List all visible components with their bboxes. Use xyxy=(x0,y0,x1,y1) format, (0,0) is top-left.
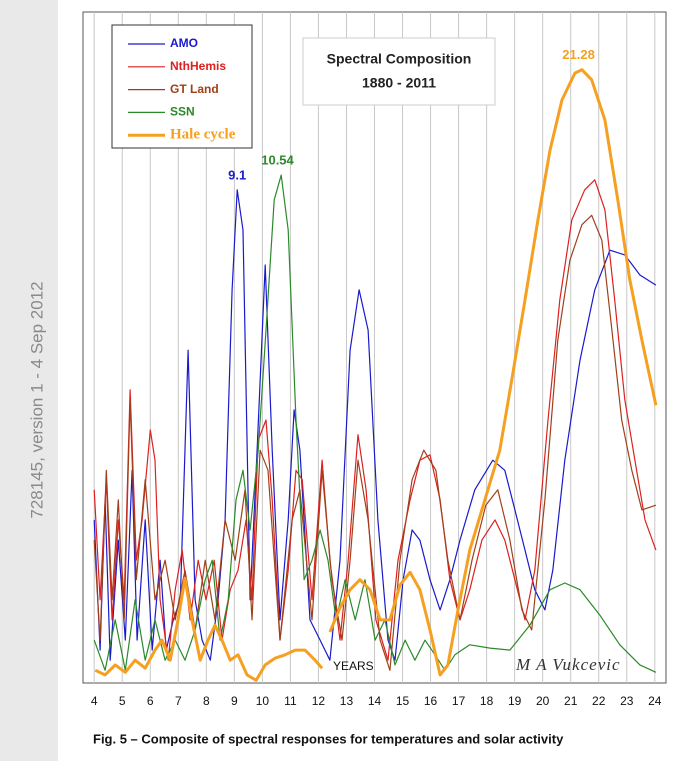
x-tick-label: 21 xyxy=(564,694,578,708)
x-tick-label: 17 xyxy=(452,694,466,708)
x-tick-label: 11 xyxy=(284,694,297,708)
x-tick-label: 24 xyxy=(648,694,662,708)
legend-label: NthHemis xyxy=(170,59,226,73)
x-tick-label: 20 xyxy=(536,694,550,708)
x-tick-label: 18 xyxy=(480,694,494,708)
x-tick-label: 12 xyxy=(312,694,326,708)
x-tick-label: 10 xyxy=(256,694,270,708)
x-tick-label: 6 xyxy=(147,694,154,708)
legend-label: GT Land xyxy=(170,82,219,96)
x-tick-label: 19 xyxy=(508,694,522,708)
legend-box xyxy=(111,24,253,149)
series-line xyxy=(94,576,324,682)
legend: AMO NthHemis GT Land SSN Hale cycle xyxy=(128,36,236,143)
series-line xyxy=(328,68,658,677)
x-tick-label: 15 xyxy=(396,694,410,708)
x-tick-label: 5 xyxy=(119,694,126,708)
chart-title: Spectral Composition xyxy=(327,51,472,67)
x-tick-label: 22 xyxy=(592,694,606,708)
series-line xyxy=(93,189,657,661)
side-note: 728145, version 1 - 4 Sep 2012 xyxy=(27,281,46,518)
side-strip xyxy=(0,0,58,761)
x-tick-label: 8 xyxy=(203,694,210,708)
x-tick-label: 14 xyxy=(368,694,382,708)
author-signature: M A Vukcevic xyxy=(515,655,621,674)
series-line xyxy=(93,174,657,673)
peak-label: 10.54 xyxy=(261,152,294,167)
legend-label: SSN xyxy=(170,105,195,119)
x-tick-label: 13 xyxy=(340,694,354,708)
peak-label: 9.1 xyxy=(228,167,246,182)
caption: Fig. 5 – Composite of spectral responses… xyxy=(93,731,564,746)
lines xyxy=(93,68,658,682)
peak-label: 21.28 xyxy=(562,47,595,62)
x-tick-label: 16 xyxy=(424,694,438,708)
x-tick-label: 7 xyxy=(175,694,182,708)
x-tick-label: 9 xyxy=(231,694,238,708)
title-box xyxy=(302,37,496,106)
series-line xyxy=(93,214,657,671)
legend-label: AMO xyxy=(170,36,198,50)
legend-label: Hale cycle xyxy=(170,127,236,143)
axis-note: YEARS xyxy=(333,659,374,673)
series-line xyxy=(93,179,657,661)
x-tick-label: 23 xyxy=(620,694,634,708)
x-tick-label: 4 xyxy=(91,694,98,708)
chart-subtitle: 1880 - 2011 xyxy=(362,75,436,91)
